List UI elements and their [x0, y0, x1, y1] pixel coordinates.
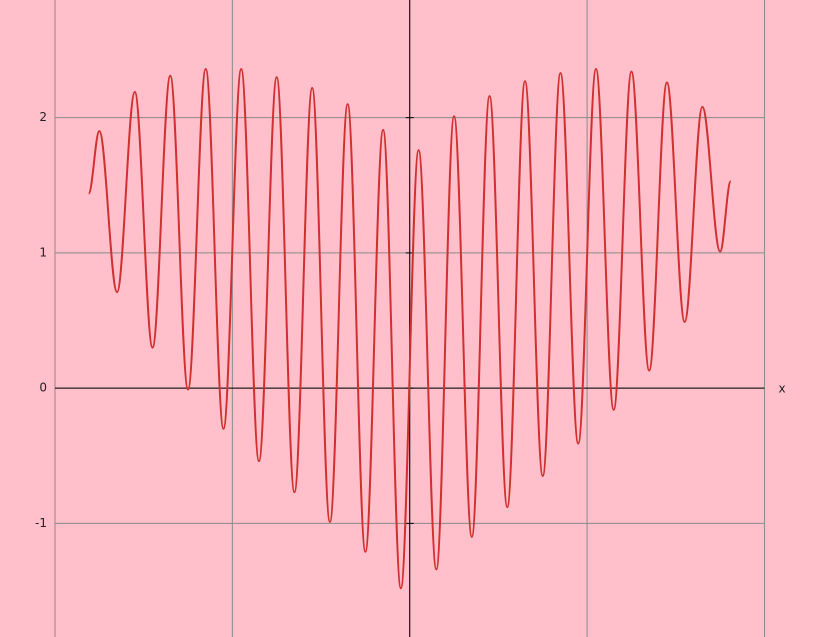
- x-axis-label: x: [778, 382, 785, 396]
- y-tick-label: 1: [39, 245, 47, 259]
- curve: [87, 67, 732, 590]
- y-tick-label: -1: [35, 516, 47, 530]
- y-tick-label: 2: [39, 110, 47, 124]
- y-tick-label: 0: [39, 381, 47, 395]
